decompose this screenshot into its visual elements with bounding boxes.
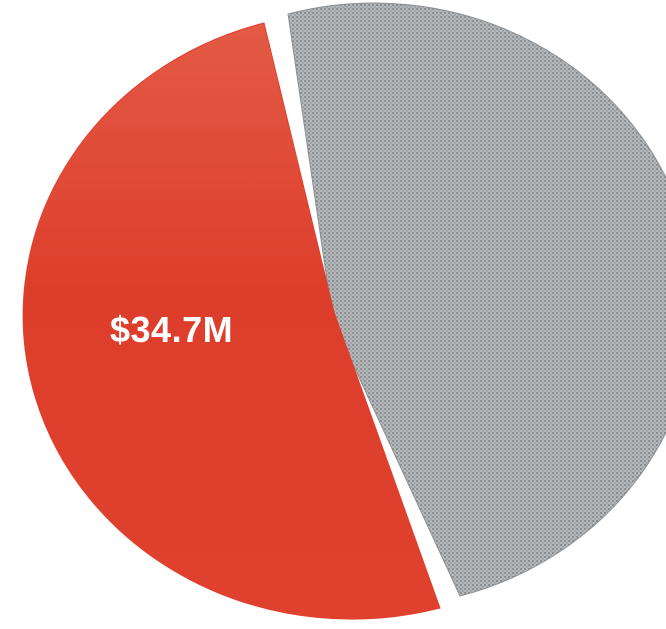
pie-slice-gray: [287, 2, 666, 597]
slice-value-label: $34.7M: [110, 309, 233, 350]
pie-slice-red: [22, 22, 441, 620]
